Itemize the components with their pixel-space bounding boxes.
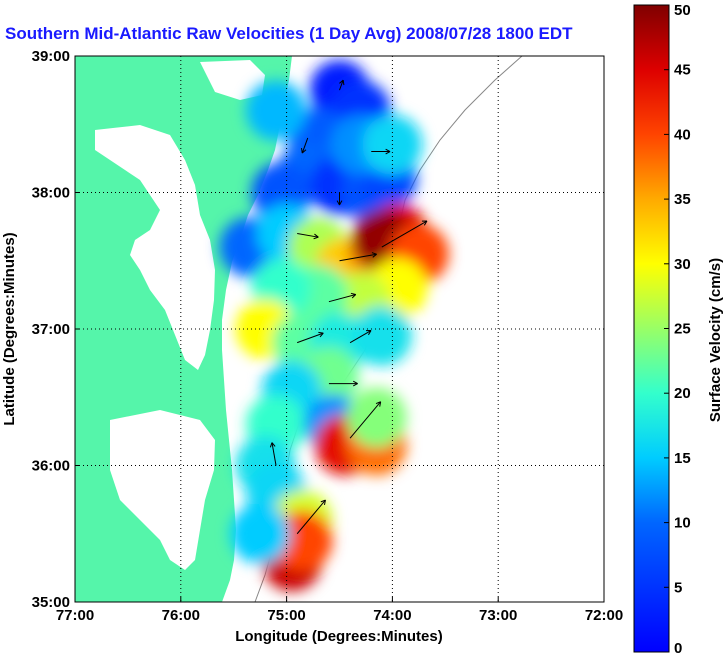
colorbar-gradient — [633, 4, 670, 653]
colorbar-tick-label-6: 30 — [674, 256, 691, 273]
colorbar-label: Surface Velocity (cm/s) — [707, 258, 724, 422]
x-tick-label-0: 77:00 — [56, 607, 94, 624]
x-tick-label-1: 76:00 — [162, 607, 200, 624]
colorbar-tick-label-7: 35 — [674, 191, 691, 208]
vector-5 — [339, 252, 377, 262]
colorbar-tick-label-0: 0 — [674, 640, 682, 657]
y-tick-label-4: 39:00 — [32, 48, 70, 65]
colorbar: 0 5 10 15 20 25 30 35 40 45 50 Surface Velocity (c… — [633, 2, 724, 657]
speed-cell-39 — [230, 503, 291, 564]
vector-1 — [301, 137, 309, 154]
colorbar-tick-label-3: 15 — [674, 450, 691, 467]
x-tick-label-5: 72:00 — [585, 607, 623, 624]
colorbar-tick-label-1: 5 — [674, 579, 682, 596]
vector-12 — [269, 442, 277, 466]
speed-cell-9 — [246, 80, 307, 141]
colorbar-ticks: 0 5 10 15 20 25 30 35 40 45 50 — [664, 2, 691, 657]
delaware-bay — [200, 60, 265, 100]
colorbar-tick-label-5: 25 — [674, 321, 691, 338]
x-axis: 77:00 76:00 75:00 74:00 73:00 72:00 — [56, 597, 623, 624]
vector-4 — [297, 232, 319, 240]
vector-0 — [339, 79, 345, 91]
y-axis-label: Latitude (Degrees:Minutes) — [1, 232, 18, 425]
x-tick-label-4: 73:00 — [479, 607, 517, 624]
vector-6 — [381, 220, 428, 248]
y-axis: 35:00 36:00 37:00 38:00 39:00 — [32, 48, 80, 611]
vector-8 — [297, 331, 324, 344]
x-tick-label-2: 75:00 — [267, 607, 305, 624]
vector-9 — [349, 330, 372, 344]
albemarle-sound — [110, 410, 215, 570]
colorbar-tick-label-2: 10 — [674, 515, 691, 532]
y-tick-label-1: 36:00 — [32, 458, 70, 475]
x-axis-label: Longitude (Degrees:Minutes) — [235, 628, 443, 645]
plot-area — [74, 55, 605, 603]
vector-2 — [336, 192, 343, 206]
chart-title: Southern Mid-Atlantic Raw Velocities (1 … — [5, 24, 573, 43]
vector-3 — [371, 148, 391, 155]
vector-11 — [349, 401, 382, 439]
x-tick-label-3: 74:00 — [373, 607, 411, 624]
chesapeake-bay — [95, 125, 215, 370]
speed-cell-33 — [346, 387, 407, 448]
vector-7 — [328, 292, 357, 303]
y-tick-label-0: 35:00 — [32, 594, 70, 611]
colorbar-tick-label-4: 20 — [674, 385, 691, 402]
vector-13 — [296, 499, 326, 535]
y-tick-label-2: 37:00 — [32, 321, 70, 338]
colorbar-tick-label-8: 40 — [674, 126, 691, 143]
colorbar-tick-label-9: 45 — [674, 62, 691, 79]
y-tick-label-3: 38:00 — [32, 185, 70, 202]
velocity-vectors — [269, 79, 428, 535]
speed-cell-26 — [351, 305, 412, 366]
grid-lines — [75, 56, 604, 602]
vector-10 — [328, 380, 358, 387]
colorbar-tick-label-10: 50 — [674, 2, 691, 19]
